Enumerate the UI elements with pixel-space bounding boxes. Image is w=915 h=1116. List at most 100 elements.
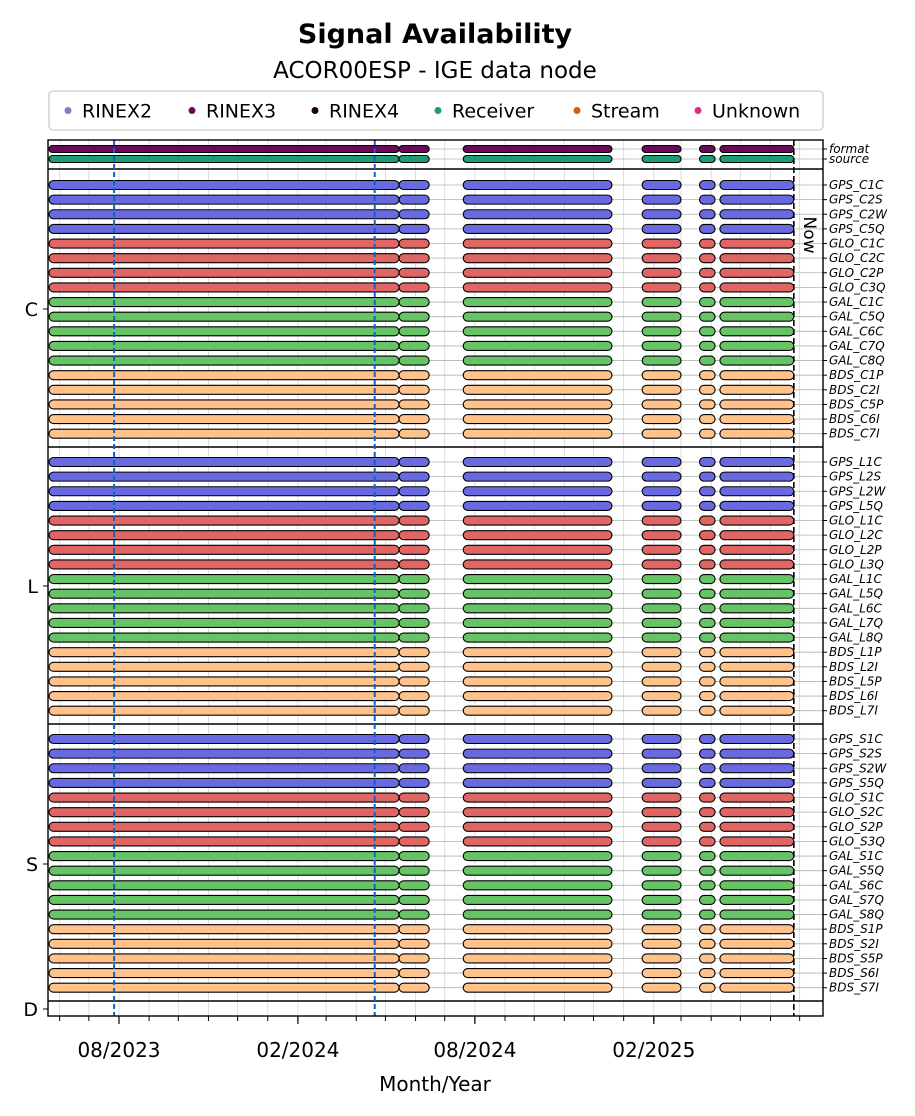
group-label-S: S bbox=[26, 854, 38, 876]
signal-label: BDS_S7I bbox=[829, 981, 879, 995]
availability-bar bbox=[719, 253, 795, 264]
signal-label: GAL_C6C bbox=[829, 324, 884, 338]
legend-item: Unknown bbox=[694, 101, 800, 123]
availability-bar bbox=[698, 311, 716, 322]
availability-bar bbox=[462, 938, 613, 949]
availability-bar bbox=[698, 486, 716, 497]
signal-label: GAL_C5Q bbox=[829, 310, 885, 324]
availability-bar bbox=[641, 880, 682, 891]
availability-bar bbox=[462, 573, 613, 585]
availability-bar bbox=[698, 880, 716, 891]
availability-bar bbox=[398, 253, 430, 264]
legend: RINEX2 RINEX3 RINEX4 Receiver Stream Unknown bbox=[48, 90, 824, 131]
availability-bar bbox=[462, 311, 613, 322]
availability-bar bbox=[698, 792, 716, 803]
signal-label: GLO_C1C bbox=[829, 237, 885, 251]
availability-bar bbox=[698, 544, 716, 555]
availability-bar bbox=[641, 253, 682, 264]
vertical-markers bbox=[113, 140, 376, 1016]
signal-label: BDS_L6I bbox=[829, 689, 878, 703]
availability-bar bbox=[641, 792, 682, 803]
availability-bar bbox=[641, 705, 682, 716]
availability-bar bbox=[719, 428, 795, 439]
x-tick-label: 08/2024 bbox=[433, 1038, 516, 1062]
availability-bar bbox=[641, 924, 682, 935]
availability-bar bbox=[48, 355, 400, 366]
availability-bar bbox=[719, 544, 795, 555]
availability-bar bbox=[398, 326, 430, 337]
availability-bar bbox=[398, 355, 430, 366]
availability-bar bbox=[48, 144, 400, 154]
signal-label: GPS_S2W bbox=[829, 761, 887, 775]
availability-bar bbox=[48, 456, 400, 468]
availability-bar bbox=[48, 661, 400, 672]
signal-label: GPS_C2W bbox=[829, 207, 888, 221]
availability-bar bbox=[398, 968, 430, 979]
availability-bar bbox=[719, 209, 795, 220]
availability-bar bbox=[698, 617, 716, 628]
signal-label: BDS_S2I bbox=[829, 937, 879, 951]
legend-item: Receiver bbox=[434, 101, 534, 123]
availability-bar bbox=[641, 617, 682, 628]
availability-bar bbox=[719, 179, 795, 191]
availability-bar bbox=[641, 661, 682, 672]
availability-bar bbox=[462, 748, 613, 759]
availability-bar bbox=[48, 880, 400, 891]
availability-bar bbox=[719, 938, 795, 949]
availability-bar bbox=[641, 326, 682, 337]
availability-bar bbox=[719, 807, 795, 818]
availability-bar bbox=[719, 661, 795, 672]
availability-bar bbox=[398, 500, 430, 511]
availability-bar bbox=[462, 953, 613, 964]
availability-bar bbox=[48, 179, 400, 191]
availability-bar bbox=[698, 661, 716, 672]
availability-bar bbox=[641, 144, 682, 154]
availability-bar bbox=[48, 836, 400, 847]
availability-bar bbox=[641, 632, 682, 643]
availability-bar bbox=[719, 763, 795, 774]
availability-bar bbox=[48, 676, 400, 687]
availability-bar bbox=[48, 282, 400, 293]
availability-bar bbox=[48, 938, 400, 949]
availability-bar bbox=[641, 223, 682, 234]
availability-bar bbox=[398, 370, 430, 381]
signal-label: GLO_L2P bbox=[829, 543, 882, 557]
availability-bar bbox=[398, 559, 430, 570]
availability-bar bbox=[462, 399, 613, 410]
availability-bar bbox=[698, 894, 716, 905]
x-tick-label: 08/2023 bbox=[77, 1038, 160, 1062]
availability-bar bbox=[698, 777, 716, 788]
availability-bar bbox=[719, 968, 795, 979]
signal-label: GAL_L6C bbox=[829, 601, 883, 615]
availability-bar bbox=[698, 632, 716, 643]
availability-bar bbox=[719, 154, 795, 164]
availability-bar bbox=[719, 414, 795, 425]
availability-bar bbox=[462, 355, 613, 366]
availability-bar bbox=[48, 296, 400, 308]
availability-bar bbox=[462, 792, 613, 803]
availability-bar bbox=[462, 924, 613, 935]
availability-bar bbox=[719, 144, 795, 154]
legend-label: Stream bbox=[591, 101, 660, 123]
availability-bar bbox=[48, 428, 400, 439]
signal-label: BDS_C7I bbox=[829, 427, 880, 441]
chart-subtitle: ACOR00ESP - IGE data node bbox=[273, 58, 597, 84]
legend-marker bbox=[434, 107, 442, 114]
availability-bar bbox=[462, 544, 613, 555]
availability-bar bbox=[462, 617, 613, 628]
availability-bar bbox=[48, 223, 400, 234]
x-tick-label: 02/2024 bbox=[256, 1038, 339, 1062]
signal-label: BDS_L5P bbox=[829, 674, 882, 688]
availability-bar bbox=[48, 953, 400, 964]
signal-label: GAL_S1C bbox=[829, 849, 883, 863]
availability-bar bbox=[398, 544, 430, 555]
availability-bar bbox=[48, 748, 400, 759]
legend-item: RINEX4 bbox=[311, 101, 399, 123]
availability-bar bbox=[719, 924, 795, 935]
availability-bar bbox=[462, 777, 613, 788]
availability-bar bbox=[462, 733, 613, 745]
signal-label: GLO_C3Q bbox=[829, 280, 886, 294]
x-axis-label: Month/Year bbox=[379, 1072, 492, 1096]
availability-bar bbox=[641, 311, 682, 322]
availability-bar bbox=[462, 632, 613, 643]
